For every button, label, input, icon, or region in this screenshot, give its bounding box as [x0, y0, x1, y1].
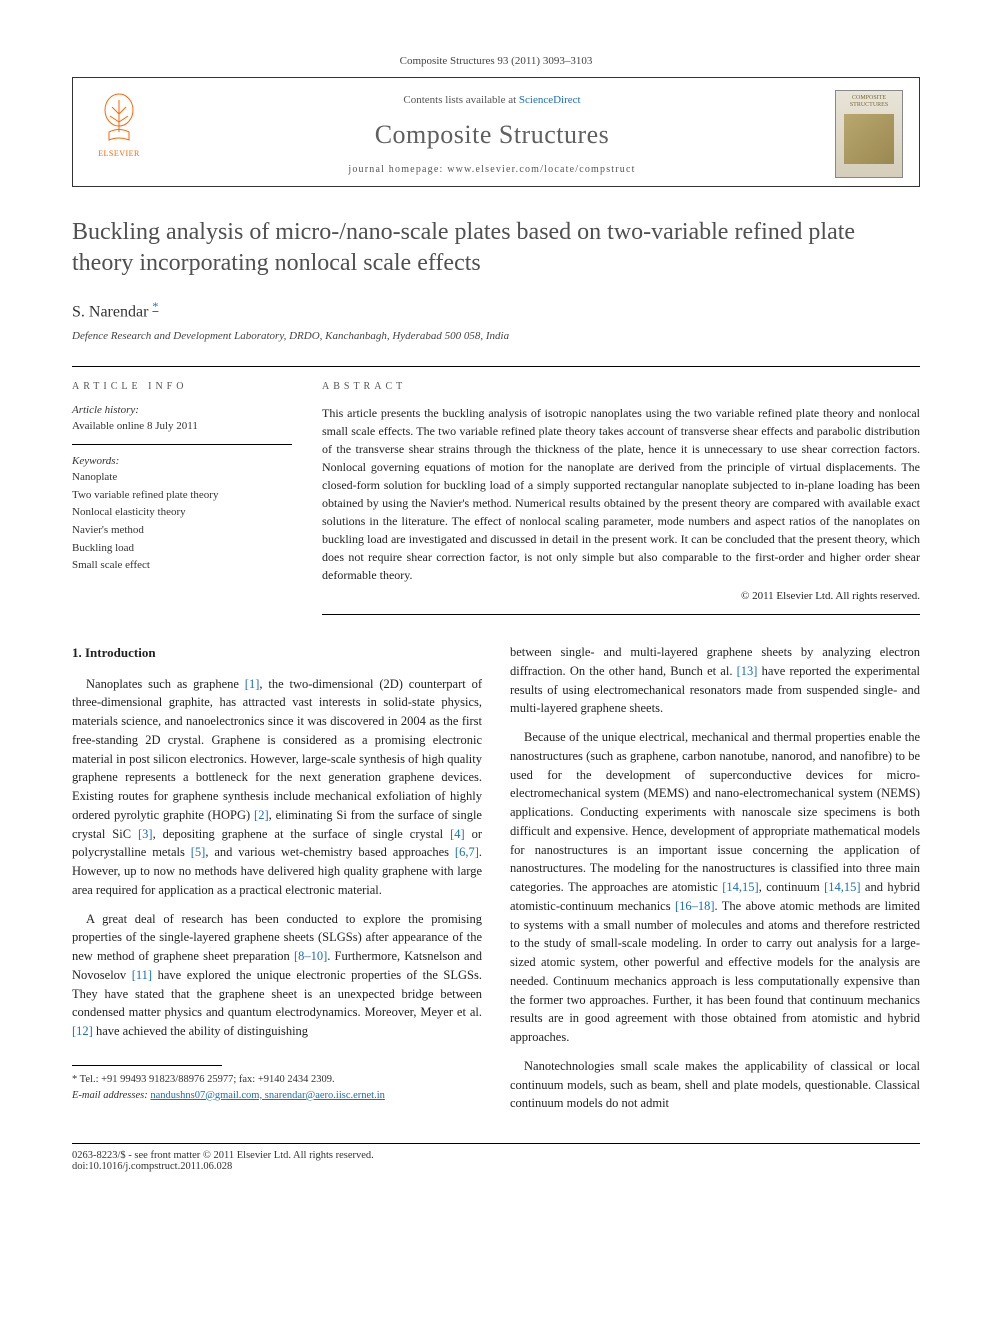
sciencedirect-link[interactable]: ScienceDirect [519, 94, 581, 106]
cover-title-1: COMPOSITE [852, 95, 886, 102]
journal-cover-thumbnail: COMPOSITE STRUCTURES [835, 90, 903, 178]
abstract-text: This article presents the buckling analy… [322, 404, 920, 616]
body-paragraph: Nanoplates such as graphene [1], the two… [72, 675, 482, 900]
abstract-column: ABSTRACT This article presents the buckl… [322, 381, 920, 616]
abstract-body: This article presents the buckling analy… [322, 406, 920, 582]
journal-title: Composite Structures [149, 120, 835, 150]
keyword-item: Nanoplate [72, 469, 292, 487]
front-matter-text: 0263-8223/$ - see front matter © 2011 El… [72, 1150, 920, 1161]
keyword-item: Navier's method [72, 522, 292, 540]
article-info-label: ARTICLE INFO [72, 381, 292, 392]
keyword-item: Two variable refined plate theory [72, 487, 292, 505]
doi-text: doi:10.1016/j.compstruct.2011.06.028 [72, 1161, 920, 1172]
body-left-column: 1. Introduction Nanoplates such as graph… [72, 643, 482, 1123]
homepage-url: www.elsevier.com/locate/compstruct [447, 164, 635, 175]
body-right-column: between single- and multi-layered graphe… [510, 643, 920, 1123]
body-paragraph: A great deal of research has been conduc… [72, 910, 482, 1041]
keyword-item: Nonlocal elasticity theory [72, 504, 292, 522]
bottom-copyright-row: 0263-8223/$ - see front matter © 2011 El… [72, 1143, 920, 1172]
page-container: Composite Structures 93 (2011) 3093–3103… [0, 0, 992, 1212]
abstract-label: ABSTRACT [322, 381, 920, 392]
keyword-item: Small scale effect [72, 557, 292, 575]
elsevier-logo: ELSEVIER [89, 90, 149, 160]
footnote-separator [72, 1065, 222, 1066]
contents-available-line: Contents lists available at ScienceDirec… [149, 94, 835, 106]
article-title: Buckling analysis of micro-/nano-scale p… [72, 217, 920, 279]
corresponding-footnote: * Tel.: +91 99493 91823/88976 25977; fax… [72, 1072, 482, 1104]
header-top-row: ELSEVIER Contents lists available at Sci… [73, 78, 919, 186]
history-heading: Article history: [72, 404, 292, 416]
body-paragraph: between single- and multi-layered graphe… [510, 643, 920, 718]
introduction-heading: 1. Introduction [72, 643, 482, 663]
footnote-emails[interactable]: nandushns07@gmail.com, snarendar@aero.ii… [150, 1090, 385, 1101]
footnote-tel-label: * Tel.: [72, 1074, 101, 1085]
author-line: S. Narendar * [72, 299, 920, 321]
author-affiliation: Defence Research and Development Laborat… [72, 330, 920, 342]
author-corresponding-mark[interactable]: * [152, 299, 158, 313]
keywords-heading: Keywords: [72, 455, 292, 467]
cover-image-placeholder [844, 114, 894, 164]
elsevier-tree-icon [94, 92, 144, 147]
header-center: Contents lists available at ScienceDirec… [149, 90, 835, 175]
citation-header: Composite Structures 93 (2011) 3093–3103 [72, 55, 920, 67]
elsevier-name: ELSEVIER [98, 149, 140, 158]
contents-prefix: Contents lists available at [403, 94, 518, 106]
body-paragraph: Nanotechnologies small scale makes the a… [510, 1057, 920, 1113]
keyword-item: Buckling load [72, 540, 292, 558]
history-text: Available online 8 July 2011 [72, 418, 292, 435]
journal-header-box: ELSEVIER Contents lists available at Sci… [72, 77, 920, 187]
body-paragraph: Because of the unique electrical, mechan… [510, 728, 920, 1047]
cover-title-2: STRUCTURES [850, 102, 888, 109]
article-history-block: Article history: Available online 8 July… [72, 404, 292, 446]
author-name: S. Narendar [72, 304, 148, 321]
body-two-column: 1. Introduction Nanoplates such as graph… [72, 643, 920, 1123]
article-info-column: ARTICLE INFO Article history: Available … [72, 381, 292, 616]
info-abstract-section: ARTICLE INFO Article history: Available … [72, 366, 920, 616]
homepage-prefix: journal homepage: [348, 164, 447, 175]
keywords-block: Keywords: Nanoplate Two variable refined… [72, 455, 292, 585]
keywords-list: Nanoplate Two variable refined plate the… [72, 469, 292, 575]
journal-homepage-line: journal homepage: www.elsevier.com/locat… [149, 164, 835, 175]
footnote-tel: +91 99493 91823/88976 25977; fax: +9140 … [101, 1074, 335, 1085]
footnote-email-label: E-mail addresses: [72, 1090, 150, 1101]
copyright-line: © 2011 Elsevier Ltd. All rights reserved… [322, 588, 920, 605]
